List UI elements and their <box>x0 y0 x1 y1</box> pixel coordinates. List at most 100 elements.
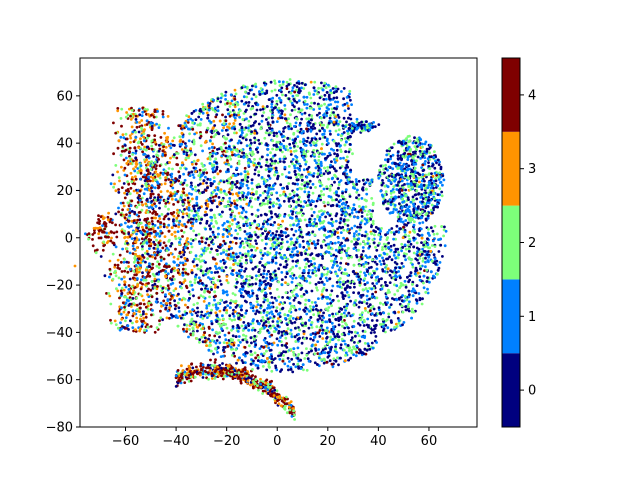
scatter-point <box>261 191 265 195</box>
scatter-point <box>164 244 168 248</box>
scatter-point <box>251 124 255 127</box>
scatter-point <box>266 153 269 157</box>
scatter-point <box>181 140 185 144</box>
scatter-point <box>327 83 330 87</box>
scatter-point <box>329 240 333 244</box>
scatter-point <box>209 222 213 225</box>
scatter-point <box>312 264 315 268</box>
scatter-point <box>223 221 226 225</box>
scatter-point <box>374 335 378 338</box>
scatter-point <box>309 186 313 190</box>
scatter-point <box>332 139 336 143</box>
scatter-point <box>312 224 315 228</box>
scatter-point <box>406 305 410 309</box>
scatter-point <box>360 253 364 257</box>
scatter-point <box>264 286 267 289</box>
scatter-point <box>332 123 336 127</box>
scatter-point <box>320 164 323 168</box>
scatter-point <box>252 152 255 156</box>
scatter-point <box>217 226 220 230</box>
scatter-point <box>189 152 193 156</box>
scatter-point <box>388 273 392 277</box>
scatter-point <box>299 230 303 234</box>
scatter-point <box>380 323 384 326</box>
scatter-point <box>330 107 334 111</box>
scatter-point <box>317 268 321 272</box>
scatter-point <box>303 357 307 360</box>
scatter-point <box>153 224 157 227</box>
scatter-point <box>242 321 246 324</box>
scatter-point <box>342 236 345 240</box>
scatter-point <box>255 165 258 169</box>
scatter-point <box>209 277 213 281</box>
scatter-point <box>307 165 311 169</box>
scatter-point <box>196 329 199 333</box>
scatter-point <box>295 160 298 164</box>
scatter-point <box>287 197 291 201</box>
scatter-point <box>322 187 326 191</box>
scatter-point <box>224 119 228 123</box>
scatter-point <box>298 168 302 172</box>
scatter-point <box>283 362 287 366</box>
scatter-point <box>207 325 211 329</box>
scatter-point <box>339 208 343 212</box>
scatter-point <box>402 225 405 229</box>
scatter-point <box>376 275 380 279</box>
scatter-point <box>397 310 400 314</box>
scatter-point <box>270 102 274 106</box>
scatter-point <box>162 222 166 226</box>
scatter-point <box>244 351 248 355</box>
scatter-point <box>212 257 215 261</box>
scatter-point <box>211 127 215 130</box>
scatter-point <box>327 177 330 181</box>
scatter-point <box>182 191 186 195</box>
scatter-point <box>299 204 303 208</box>
scatter-point <box>360 234 364 238</box>
scatter-point <box>266 202 269 206</box>
scatter-point <box>262 222 265 226</box>
scatter-point <box>244 152 248 156</box>
scatter-point <box>376 244 380 247</box>
scatter-point <box>200 162 204 166</box>
scatter-point <box>343 326 347 330</box>
scatter-point <box>407 234 411 238</box>
scatter-point <box>252 359 255 363</box>
scatter-point <box>310 289 314 293</box>
scatter-point <box>370 215 373 219</box>
scatter-point <box>225 326 229 330</box>
scatter-point <box>214 220 218 223</box>
scatter-point <box>395 262 399 266</box>
scatter-point <box>424 265 427 269</box>
scatter-point <box>324 276 328 280</box>
scatter-point <box>300 208 303 212</box>
scatter-point <box>418 229 421 233</box>
scatter-point <box>416 271 420 275</box>
scatter-point <box>226 102 229 105</box>
scatter-point <box>183 208 186 211</box>
scatter-point <box>278 339 281 343</box>
scatter-point <box>296 145 300 148</box>
scatter-point <box>220 198 224 202</box>
scatter-point <box>318 129 322 133</box>
scatter-point <box>224 154 228 158</box>
scatter-point <box>427 227 430 231</box>
scatter-point <box>402 265 405 268</box>
scatter-point <box>410 307 414 311</box>
scatter-point <box>187 335 190 339</box>
scatter-point <box>296 346 300 350</box>
scatter-point <box>244 90 247 94</box>
scatter-point <box>311 332 315 335</box>
scatter-point <box>292 207 296 211</box>
scatter-point <box>286 364 290 368</box>
scatter-point <box>244 261 248 264</box>
scatter-point <box>374 245 377 249</box>
scatter-point <box>183 198 187 202</box>
scatter-point <box>335 204 339 208</box>
scatter-point <box>241 338 245 342</box>
scatter-point <box>323 93 327 97</box>
scatter-point <box>152 155 156 158</box>
scatter-point <box>270 343 274 347</box>
scatter-point <box>250 196 254 200</box>
scatter-point <box>206 113 210 117</box>
